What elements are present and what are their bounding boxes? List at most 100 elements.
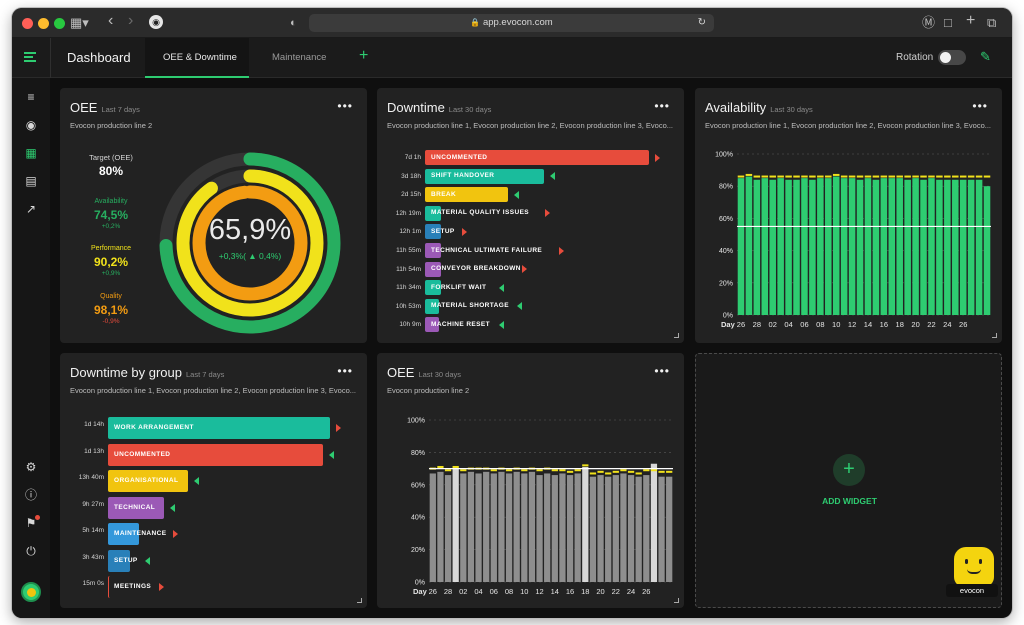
resize-handle[interactable] (674, 333, 679, 338)
downtime-bar[interactable] (108, 523, 140, 545)
download-icon[interactable]: Ⓜ (922, 15, 936, 30)
target-icon[interactable]: ◉ (25, 118, 37, 132)
share-icon[interactable]: □ (944, 15, 952, 30)
downtime-bar[interactable] (108, 417, 330, 439)
back-icon[interactable]: ‹ (108, 12, 114, 29)
bar[interactable] (840, 178, 848, 315)
reload-icon[interactable]: ↻ (697, 17, 706, 28)
more-options-icon[interactable]: ••• (337, 99, 353, 113)
bar[interactable] (959, 179, 967, 315)
downtime-bar[interactable] (425, 187, 508, 203)
bar[interactable] (460, 473, 467, 582)
bar[interactable] (475, 473, 482, 582)
list-icon[interactable]: ≡ (27, 90, 35, 104)
avatar[interactable] (21, 582, 41, 602)
bar[interactable] (904, 179, 911, 315)
bar[interactable] (944, 179, 951, 315)
downtime-bar[interactable] (425, 205, 441, 221)
resize-handle[interactable] (674, 598, 679, 603)
bar[interactable] (745, 176, 753, 315)
resize-handle[interactable] (357, 598, 362, 603)
bar[interactable] (967, 179, 975, 315)
bar[interactable] (832, 176, 840, 315)
bar[interactable] (612, 475, 619, 582)
bar[interactable] (856, 179, 864, 315)
bar[interactable] (429, 473, 436, 582)
sidebar-toggle-icon[interactable]: ▦▾ (70, 15, 89, 30)
more-options-icon[interactable]: ••• (972, 99, 988, 113)
bar[interactable] (952, 179, 959, 315)
downtime-bar[interactable] (425, 261, 441, 277)
flag-icon[interactable]: ⚑ (22, 514, 40, 532)
bar[interactable] (817, 178, 824, 315)
pencil-icon[interactable]: ✎ (980, 49, 991, 64)
power-icon[interactable]: ⏻ (26, 544, 36, 558)
bar[interactable] (912, 178, 919, 315)
report-icon[interactable]: ▤ (25, 174, 37, 188)
bar[interactable] (490, 473, 497, 582)
bar[interactable] (566, 475, 574, 582)
bar[interactable] (761, 178, 769, 315)
bar[interactable] (643, 475, 650, 582)
more-options-icon[interactable]: ••• (337, 364, 353, 378)
help-icon[interactable]: ⓘ (24, 488, 37, 502)
bar[interactable] (896, 178, 903, 315)
bar[interactable] (513, 471, 520, 582)
bar[interactable] (467, 471, 475, 582)
bar[interactable] (737, 178, 745, 315)
rotation-toggle[interactable] (938, 50, 966, 65)
bar[interactable] (983, 186, 991, 315)
bar[interactable] (444, 475, 452, 582)
bar[interactable] (505, 473, 513, 582)
bar[interactable] (793, 179, 800, 315)
tab-overview-icon[interactable]: ⧉ (987, 15, 997, 30)
bar[interactable] (825, 178, 832, 315)
close-window-button[interactable] (22, 18, 33, 29)
bar[interactable] (848, 178, 856, 315)
bar[interactable] (809, 179, 816, 315)
bar[interactable] (559, 473, 566, 582)
dashboard-icon[interactable]: ▦ (25, 146, 37, 160)
trend-icon[interactable]: ↗ (25, 202, 37, 216)
downtime-bar[interactable] (425, 317, 439, 333)
bar[interactable] (769, 179, 776, 315)
bar[interactable] (975, 179, 983, 315)
downtime-bar[interactable] (425, 224, 441, 240)
bar[interactable] (551, 475, 558, 582)
menu-icon[interactable] (24, 52, 36, 62)
bar[interactable] (785, 179, 792, 315)
bar[interactable] (483, 471, 490, 582)
bar[interactable] (880, 178, 888, 315)
bar[interactable] (452, 468, 459, 582)
downtime-bar[interactable] (108, 549, 131, 572)
bar[interactable] (635, 476, 642, 582)
bar[interactable] (605, 476, 612, 582)
plus-icon[interactable]: + (833, 454, 865, 486)
bar[interactable] (627, 475, 635, 582)
bar[interactable] (536, 475, 543, 582)
bar[interactable] (658, 476, 665, 582)
bar[interactable] (888, 178, 896, 315)
bar[interactable] (589, 476, 597, 582)
new-tab-icon[interactable]: + (966, 12, 976, 29)
bar[interactable] (620, 473, 627, 582)
url-bar[interactable]: 🔒 app.evocon.com ↻ (309, 14, 714, 32)
resize-handle[interactable] (992, 333, 997, 338)
bar[interactable] (928, 178, 935, 315)
gear-icon[interactable]: ⚙ (25, 460, 37, 474)
privacy-shield-icon[interactable]: ◐ (290, 17, 297, 29)
zoom-window-button[interactable] (54, 18, 65, 29)
downtime-bar[interactable] (425, 298, 439, 314)
bar[interactable] (437, 471, 444, 582)
bar[interactable] (864, 178, 872, 315)
minimize-window-button[interactable] (38, 18, 49, 29)
add-tab-icon[interactable]: + (359, 47, 369, 64)
downtime-bar[interactable] (425, 243, 441, 258)
bar[interactable] (574, 473, 581, 582)
more-options-icon[interactable]: ••• (654, 364, 670, 378)
bar[interactable] (521, 473, 528, 582)
forward-icon[interactable]: › (128, 12, 134, 29)
bar[interactable] (528, 471, 536, 582)
downtime-bar[interactable] (108, 576, 128, 598)
bar[interactable] (498, 471, 505, 582)
